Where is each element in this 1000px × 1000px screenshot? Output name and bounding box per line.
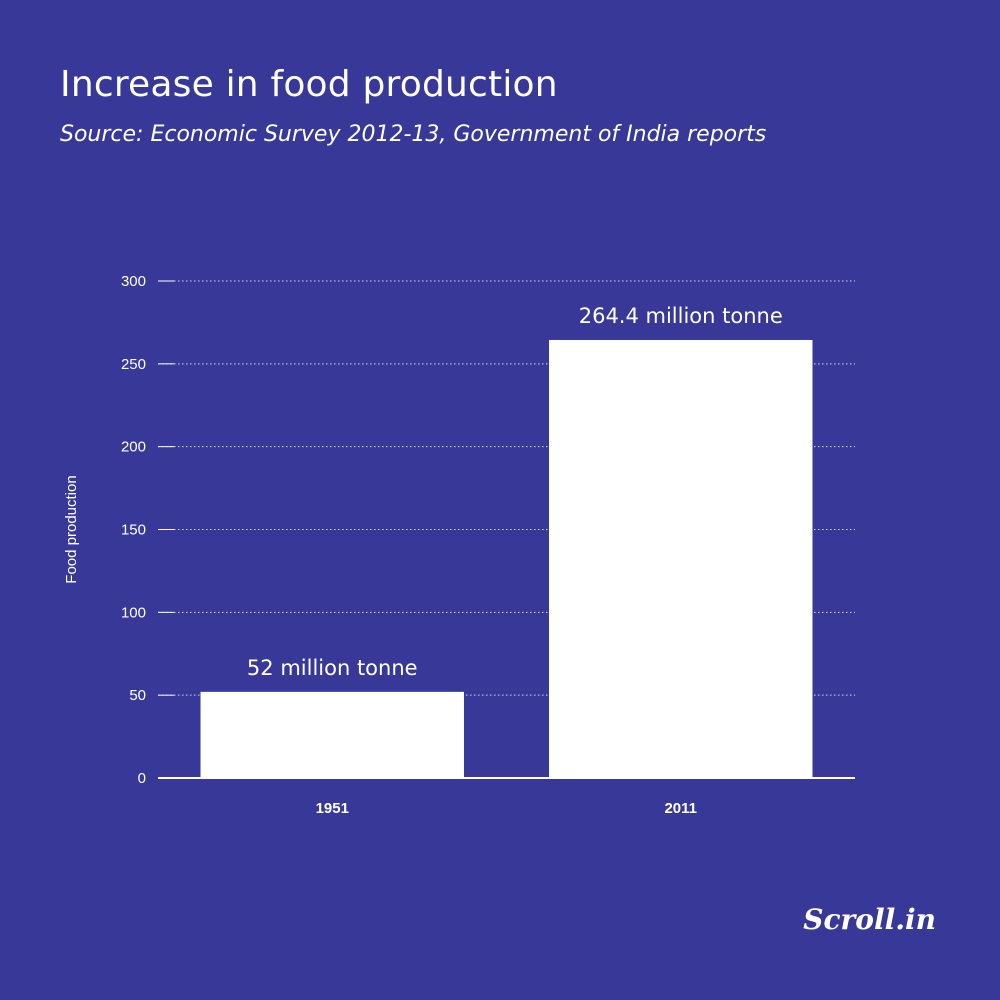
x-tick-label-2011: 2011 bbox=[664, 800, 697, 817]
scroll-logo: Scroll.in bbox=[803, 903, 936, 936]
y-tick-label: 250 bbox=[121, 356, 146, 373]
y-axis-title: Food production bbox=[63, 475, 80, 583]
x-axis-ticks: 1951 2011 bbox=[316, 800, 697, 817]
bars bbox=[200, 339, 813, 778]
y-tick-label: 300 bbox=[121, 273, 146, 290]
bar-1951 bbox=[200, 691, 464, 778]
data-label-2011: 264.4 million tonne bbox=[579, 304, 783, 328]
chart-subtitle: Source: Economic Survey 2012-13, Governm… bbox=[60, 122, 767, 147]
y-tick-label: 0 bbox=[138, 770, 146, 787]
y-tick-label: 50 bbox=[129, 687, 146, 704]
chart-title: Increase in food production bbox=[60, 64, 558, 105]
y-axis-ticks: 0 50 100 150 200 250 300 bbox=[121, 273, 174, 787]
y-tick-label: 150 bbox=[121, 522, 146, 539]
y-tick-label: 100 bbox=[121, 604, 146, 621]
y-tick-label: 200 bbox=[121, 439, 146, 456]
data-label-1951: 52 million tonne bbox=[247, 656, 418, 680]
data-labels: 52 million tonne 264.4 million tonne bbox=[247, 304, 783, 680]
x-tick-label-1951: 1951 bbox=[316, 800, 349, 817]
bar-2011 bbox=[549, 339, 813, 778]
